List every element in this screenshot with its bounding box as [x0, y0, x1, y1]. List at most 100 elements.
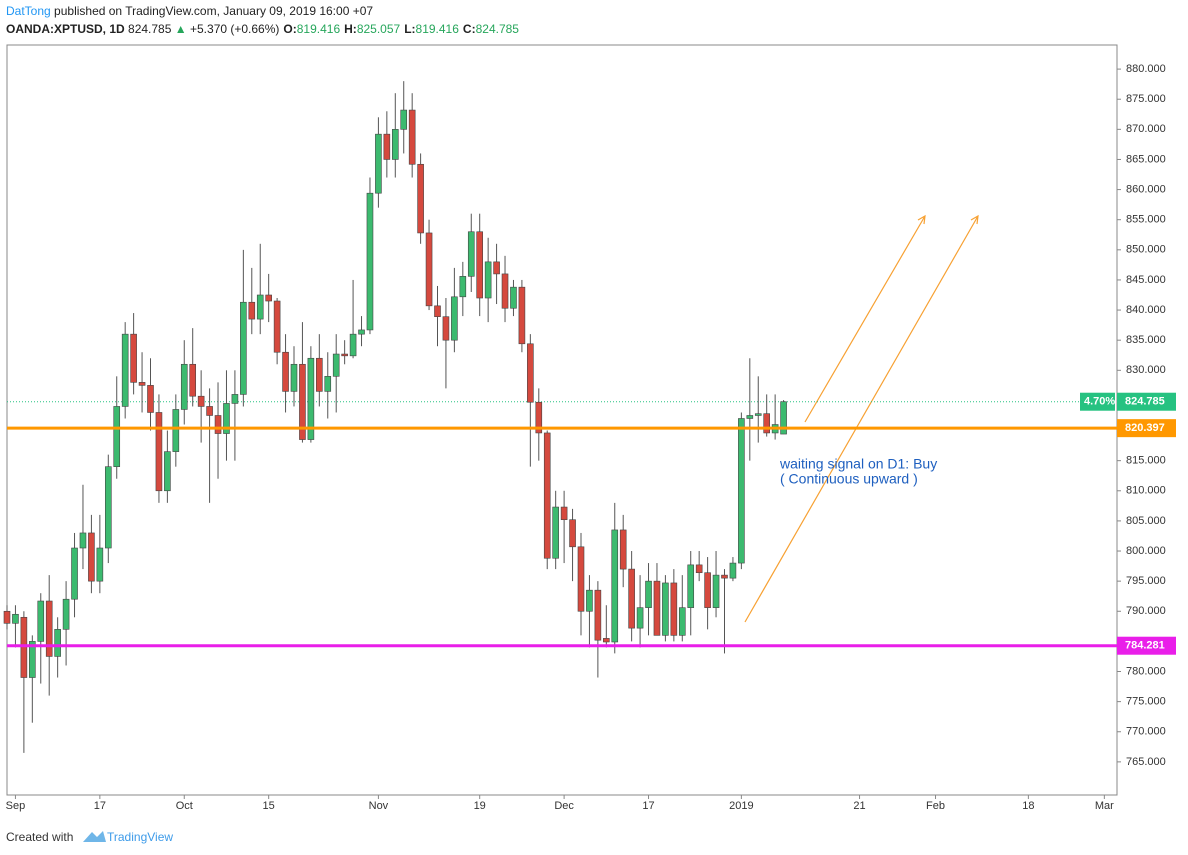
y-tick-label: 765.000 [1126, 756, 1166, 768]
candle-body [594, 589, 602, 641]
candle-body [113, 406, 121, 467]
y-tick-label: 880.000 [1126, 63, 1166, 75]
x-tick-label: 2019 [729, 800, 753, 812]
candle-body [484, 261, 492, 299]
candle-body [265, 294, 272, 302]
y-tick-label: 805.000 [1126, 515, 1166, 527]
candle-body [645, 580, 652, 608]
x-tick-label: Dec [554, 800, 574, 812]
y-tick-label: 810.000 [1126, 485, 1166, 497]
y-tick-label: 865.000 [1126, 153, 1166, 165]
ohlc-label: O: [283, 22, 296, 36]
candle-body [763, 413, 770, 434]
candle-body [349, 333, 357, 357]
candle-body [341, 353, 348, 357]
candle-body [104, 466, 112, 549]
ohlc-value: 825.057 [357, 22, 401, 36]
candle-body [662, 582, 669, 636]
candle-body [670, 582, 678, 636]
footer-text: Created with [6, 830, 73, 844]
y-tick-label: 790.000 [1126, 605, 1166, 617]
candle-body [223, 403, 230, 434]
candle-body [603, 638, 610, 643]
candle-body [121, 333, 129, 407]
candle-body [12, 613, 19, 624]
candle-body [96, 547, 104, 582]
last-price-box [1117, 392, 1176, 411]
candle-body [518, 286, 526, 345]
candle-body [467, 231, 475, 277]
candle-body [729, 562, 737, 579]
x-tick-label: 15 [263, 800, 275, 812]
footer-brand: TradingView [107, 830, 173, 844]
candle-body [417, 163, 424, 234]
candle-body [307, 357, 315, 440]
candle-body [712, 574, 720, 608]
candle-body [535, 401, 543, 434]
price-level-label: 784.281 [1125, 640, 1165, 652]
price-level-box [1117, 419, 1176, 438]
candle-body [552, 506, 559, 559]
candle-body [391, 129, 399, 160]
candle-body [678, 607, 686, 636]
candle-body [459, 276, 467, 298]
published: published on TradingView.com, January 09… [54, 4, 373, 18]
x-tick-label: 19 [474, 800, 486, 812]
candle-body [299, 363, 306, 440]
up-arrow: ▲ [175, 22, 187, 36]
x-tick-label: Nov [369, 800, 389, 812]
x-tick-label: Feb [926, 800, 945, 812]
annotation: ( Continuous upward ) [780, 471, 918, 487]
candle-body [172, 409, 180, 452]
candle-body [754, 413, 762, 416]
y-tick-label: 840.000 [1126, 304, 1166, 316]
candle-body [71, 547, 78, 600]
candle-body [164, 451, 171, 492]
x-tick-label: 17 [642, 800, 654, 812]
candle-body [29, 641, 36, 678]
candle-body [501, 273, 509, 309]
candle-body [324, 376, 332, 392]
y-tick-label: 870.000 [1126, 123, 1166, 135]
candle-body [628, 568, 635, 629]
x-tick-label: 17 [94, 800, 106, 812]
y-tick-label: 830.000 [1126, 364, 1166, 376]
y-tick-label: 845.000 [1126, 274, 1166, 286]
candle-body [560, 506, 568, 520]
y-tick-label: 860.000 [1126, 183, 1166, 195]
ohlc-value: 819.416 [297, 22, 341, 36]
candle-body [383, 133, 391, 160]
pct-box [1080, 392, 1115, 411]
x-tick-label: 18 [1022, 800, 1034, 812]
y-tick-label: 775.000 [1126, 696, 1166, 708]
last-price: 824.785 [128, 22, 172, 36]
candle-body [476, 231, 483, 299]
price-level-label: 820.397 [1125, 422, 1165, 434]
candle-body [79, 532, 87, 549]
y-tick-label: 835.000 [1126, 334, 1166, 346]
annotation: waiting signal on D1: Buy [779, 456, 937, 472]
trend-arrows [744, 214, 979, 623]
candle-body [408, 109, 416, 165]
candle-body [332, 353, 340, 377]
y-tick-label: 770.000 [1126, 726, 1166, 738]
candle-body [451, 296, 458, 341]
candle-body [316, 357, 323, 392]
candle-body [290, 363, 298, 392]
candle-body [442, 316, 450, 341]
candle-body [240, 301, 247, 395]
x-tick-label: Sep [6, 800, 26, 812]
symbol: OANDA:XPTUSD, 1D [6, 22, 125, 36]
candle-body [248, 301, 256, 320]
candle-body [358, 329, 365, 335]
candle-body [273, 300, 281, 353]
last-price-label: 824.785 [1125, 396, 1165, 408]
candle-body [282, 351, 289, 392]
candle-body [214, 415, 222, 434]
candle-body [780, 401, 787, 435]
candle-body [155, 412, 163, 492]
candle-body [611, 529, 619, 643]
x-tick-label: Oct [176, 800, 193, 812]
candle-body [3, 610, 11, 624]
